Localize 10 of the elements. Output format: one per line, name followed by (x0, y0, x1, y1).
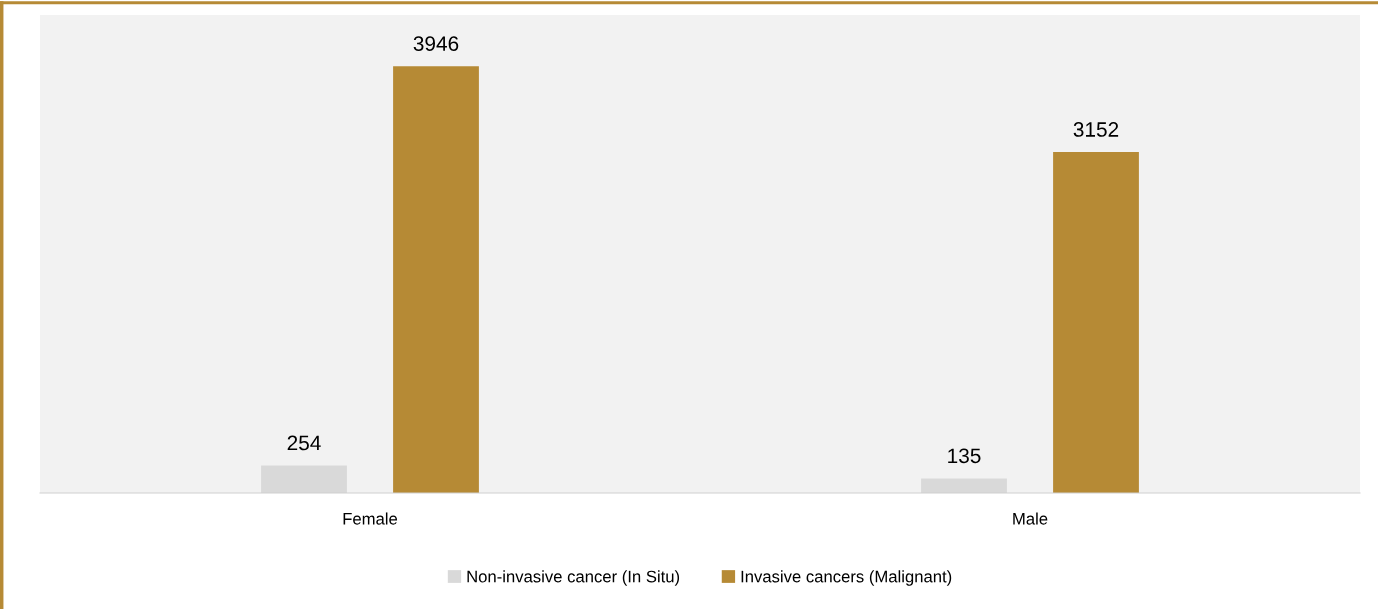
x-tick-label: Female (343, 512, 398, 525)
data-label: 3946 (413, 36, 459, 51)
data-label: 254 (287, 435, 321, 451)
x-tick-label: Male (1013, 512, 1048, 525)
legend-label: Non-invasive cancer (In Situ) (467, 570, 680, 586)
data-label: 135 (948, 448, 981, 464)
bar (1053, 152, 1139, 493)
bar (393, 66, 479, 493)
data-label: 3152 (1073, 122, 1119, 137)
legend-label: Invasive cancers (Malignant) (741, 570, 952, 586)
